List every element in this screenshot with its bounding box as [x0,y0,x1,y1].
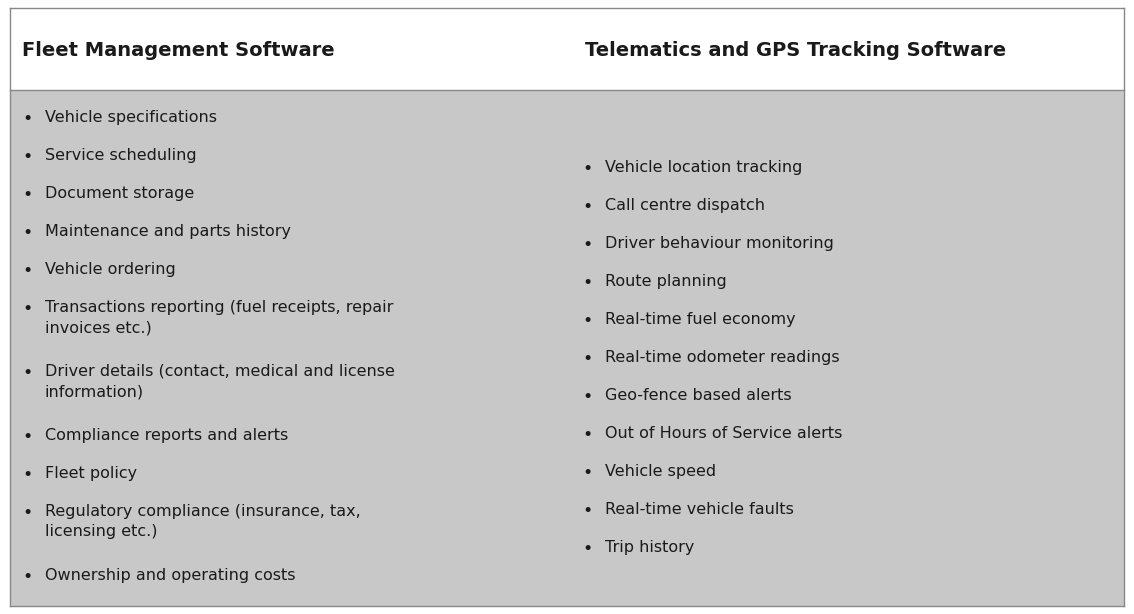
Text: •: • [582,160,592,178]
Text: Fleet Management Software: Fleet Management Software [22,41,335,60]
Text: Out of Hours of Service alerts: Out of Hours of Service alerts [606,426,843,441]
Text: Regulatory compliance (insurance, tax,
licensing etc.): Regulatory compliance (insurance, tax, l… [45,504,361,540]
Text: •: • [22,504,32,522]
Text: •: • [582,198,592,216]
Text: Real-time vehicle faults: Real-time vehicle faults [606,502,794,517]
Text: Maintenance and parts history: Maintenance and parts history [45,224,291,239]
Text: •: • [22,148,32,166]
Text: Route planning: Route planning [606,274,727,289]
Text: Driver details (contact, medical and license
information): Driver details (contact, medical and lic… [45,364,395,399]
Text: •: • [582,236,592,254]
Text: Trip history: Trip history [606,540,694,555]
Text: Geo-fence based alerts: Geo-fence based alerts [606,388,792,403]
Text: •: • [22,300,32,318]
Text: Compliance reports and alerts: Compliance reports and alerts [45,428,288,443]
Text: •: • [22,186,32,204]
Text: •: • [582,350,592,368]
Text: •: • [582,540,592,558]
Text: Document storage: Document storage [45,186,194,201]
Text: Transactions reporting (fuel receipts, repair
invoices etc.): Transactions reporting (fuel receipts, r… [45,300,393,335]
Text: •: • [22,224,32,242]
Text: Vehicle ordering: Vehicle ordering [45,262,176,277]
Text: •: • [582,274,592,292]
Text: Ownership and operating costs: Ownership and operating costs [45,568,296,583]
Text: •: • [22,110,32,128]
Text: Service scheduling: Service scheduling [45,148,196,163]
Text: •: • [22,466,32,484]
Text: •: • [22,262,32,280]
Text: Real-time odometer readings: Real-time odometer readings [606,350,839,365]
Bar [10,90,1124,606]
Text: Vehicle location tracking: Vehicle location tracking [606,160,803,175]
Text: Call centre dispatch: Call centre dispatch [606,198,765,213]
Text: •: • [582,388,592,406]
Text: •: • [582,464,592,482]
Text: •: • [582,312,592,330]
Text: Vehicle speed: Vehicle speed [606,464,717,479]
Text: Real-time fuel economy: Real-time fuel economy [606,312,796,327]
Text: Telematics and GPS Tracking Software: Telematics and GPS Tracking Software [585,41,1006,60]
Text: •: • [22,568,32,586]
Text: •: • [582,502,592,520]
Text: •: • [22,364,32,382]
Text: •: • [582,426,592,444]
Text: Fleet policy: Fleet policy [45,466,137,481]
Text: Vehicle specifications: Vehicle specifications [45,110,217,125]
Text: •: • [22,428,32,446]
Text: Driver behaviour monitoring: Driver behaviour monitoring [606,236,833,251]
